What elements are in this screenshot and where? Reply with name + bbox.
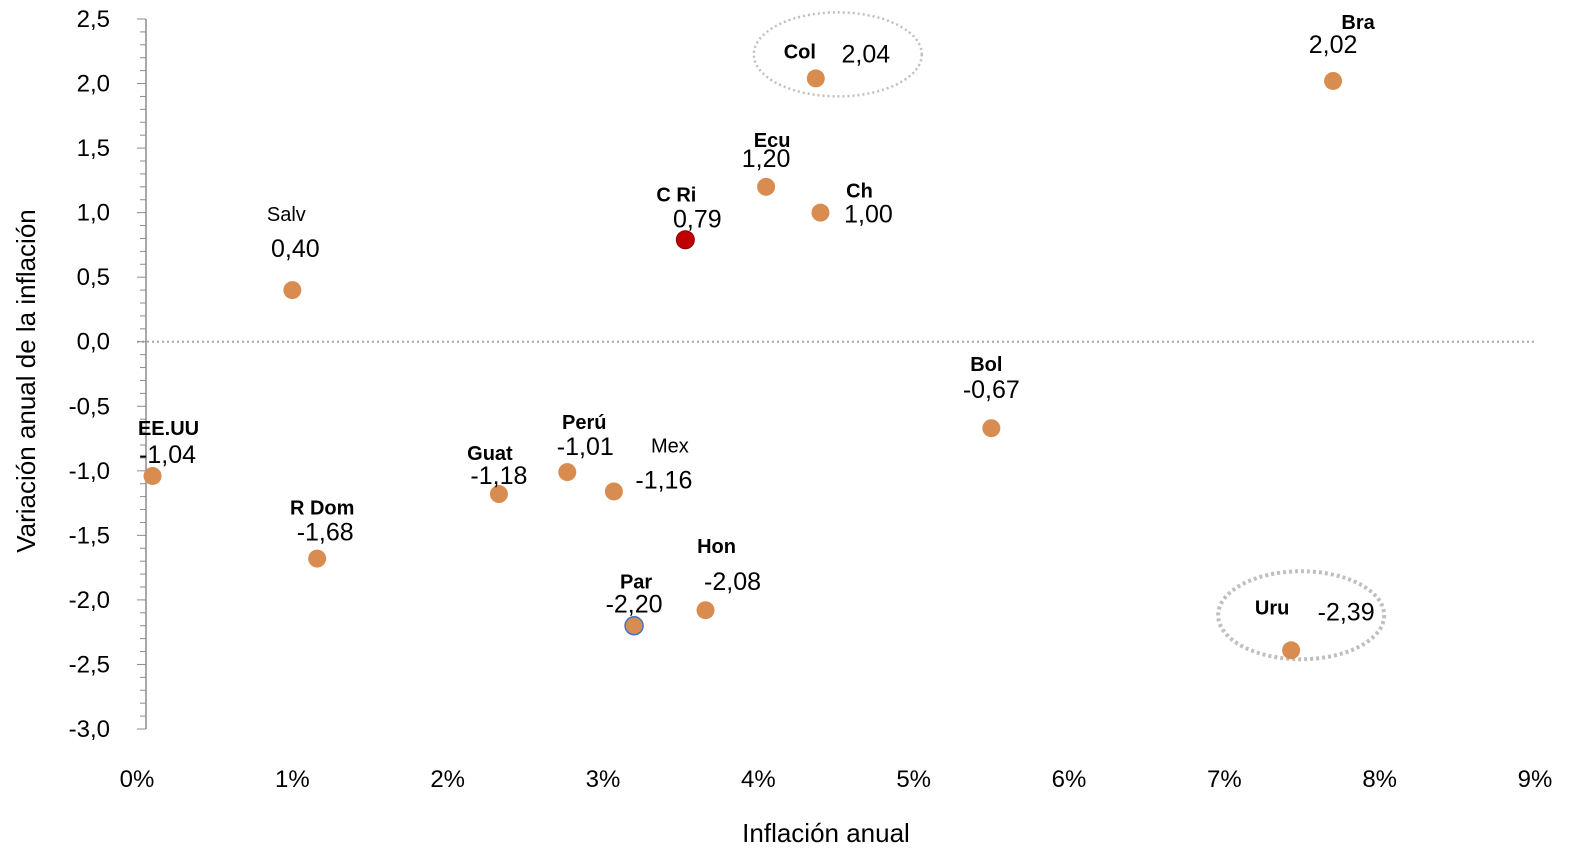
data-point	[811, 203, 830, 222]
y-tick-label: -1,0	[69, 458, 110, 485]
point-name-label: Mex	[651, 435, 689, 457]
point-name-label: Bra	[1341, 12, 1375, 34]
y-tick-label: -1,5	[69, 522, 110, 549]
x-axis-title: Inflación anual	[742, 818, 910, 848]
point-value-label: 2,02	[1309, 31, 1358, 59]
point-name-label: Hon	[697, 536, 736, 558]
y-tick-label: 0,5	[77, 264, 110, 291]
y-tick-label: 1,5	[77, 135, 110, 162]
point-value-label: -1,04	[139, 441, 196, 469]
point-name-label: C Ri	[656, 185, 696, 207]
point-value-label: 2,04	[841, 40, 890, 68]
x-tick-label: 4%	[741, 766, 776, 793]
data-point	[624, 615, 644, 636]
highlight-ellipse	[1216, 569, 1387, 662]
point-name-label: Ch	[846, 181, 873, 203]
x-tick-label: 8%	[1362, 766, 1397, 793]
point-value-label: 0,79	[673, 206, 722, 234]
y-tick-label: 2,5	[77, 6, 110, 33]
data-point	[604, 482, 623, 501]
x-tick-labels: 0% 1% 2% 3% 4% 5% 6% 7% 8% 9%	[120, 766, 1553, 793]
point-value-label: -1,68	[297, 519, 354, 547]
point-name-label: Par	[620, 572, 652, 594]
data-point	[558, 463, 577, 482]
point-name-label: Ecu	[754, 130, 791, 152]
data-point	[1282, 641, 1301, 660]
point-name-label: EE.UU	[138, 418, 199, 440]
point-value-label: 1,00	[844, 201, 893, 229]
x-tick-label: 0%	[120, 766, 155, 793]
x-tick-label: 7%	[1207, 766, 1242, 793]
data-point	[1324, 71, 1343, 90]
y-tick-label: 1,0	[77, 200, 110, 227]
y-tick-labels: 2,5 2,0 1,5 1,0 0,5 0,0 -0,5 -1,0 -1,5 -2,0 -2,5 -3…	[69, 6, 110, 743]
data-point	[489, 485, 508, 504]
point-name-label: R Dom	[290, 498, 354, 520]
data-point	[308, 549, 327, 568]
point-value-label: 1,20	[742, 145, 791, 173]
data-point	[806, 69, 825, 88]
x-tick-label: 1%	[275, 766, 310, 793]
x-tick-label: 6%	[1052, 766, 1087, 793]
point-name-label: Perú	[562, 412, 606, 434]
point-name-label: Uru	[1255, 597, 1289, 619]
point-value-label: -1,01	[557, 433, 614, 461]
point-value-label: -2,08	[704, 568, 761, 596]
point-value-label: -1,16	[635, 466, 692, 494]
x-tick-label: 3%	[586, 766, 621, 793]
point-name-label: Col	[784, 41, 816, 63]
y-tick-label: -2,0	[69, 587, 110, 614]
x-tick-label: 2%	[430, 766, 465, 793]
y-tick-label: 0,0	[77, 329, 110, 356]
data-point	[143, 466, 162, 485]
point-value-label: -0,67	[963, 376, 1020, 404]
highlight-ellipses	[752, 11, 1387, 662]
data-point	[283, 281, 302, 300]
data-points	[143, 69, 1343, 660]
point-value-label: -2,39	[1318, 598, 1375, 626]
point-value-label: -2,20	[606, 591, 663, 619]
data-point	[757, 177, 776, 196]
x-tick-label: 9%	[1518, 766, 1553, 793]
y-axis-title: Variación anual de la inflación	[11, 209, 41, 553]
data-point	[696, 601, 715, 620]
data-point	[982, 419, 1001, 438]
point-name-label: Salv	[267, 204, 306, 226]
y-tick-label: -3,0	[69, 716, 110, 743]
y-tick-label: -2,5	[69, 651, 110, 678]
point-name-label: Bol	[970, 354, 1002, 376]
x-tick-label: 5%	[896, 766, 931, 793]
data-point	[675, 230, 695, 250]
point-value-label: -1,18	[470, 462, 527, 490]
point-value-label: 0,40	[271, 235, 320, 263]
y-tick-label: -0,5	[69, 393, 110, 420]
point-name-label: Guat	[467, 443, 513, 465]
highlight-ellipse	[752, 11, 924, 98]
y-tick-label: 2,0	[77, 71, 110, 98]
y-axis	[137, 18, 147, 730]
